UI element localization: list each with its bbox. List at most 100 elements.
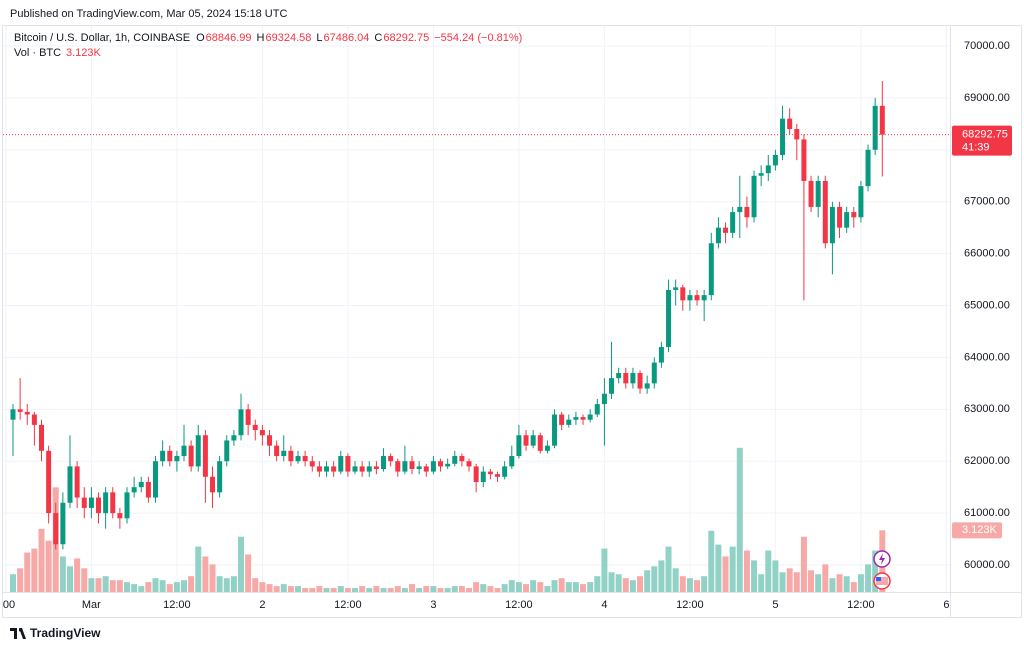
candle-body	[637, 372, 643, 389]
volume-bar	[729, 546, 736, 592]
volume-bar	[800, 536, 807, 592]
candle-body	[537, 435, 543, 451]
volume-bar	[694, 580, 701, 592]
candle-body	[39, 424, 45, 451]
volume-bar	[252, 578, 259, 592]
volume-bar	[857, 574, 864, 592]
volume-bar	[67, 566, 74, 592]
candle-body	[145, 481, 151, 498]
y-tick-label: 70000.00	[964, 40, 1010, 52]
candle-body	[666, 289, 672, 348]
volume-bar	[537, 582, 544, 592]
last-price-tag	[952, 125, 1012, 156]
volume-bar	[387, 588, 394, 592]
candle-body	[388, 456, 394, 462]
volume-bar	[501, 584, 508, 592]
volume-bar	[629, 580, 636, 592]
volume-title: Vol · BTC	[14, 47, 61, 59]
candle-body	[801, 139, 807, 181]
y-tick-label: 62000.00	[964, 455, 1010, 467]
volume-bar	[658, 560, 665, 592]
candle-body	[872, 105, 878, 150]
candle-body	[580, 417, 586, 420]
candle-body	[516, 435, 522, 457]
candle-body	[851, 212, 857, 218]
volume-bar	[686, 578, 693, 592]
volume-bar	[836, 574, 843, 592]
y-tick-label: 60000.00	[964, 559, 1010, 571]
volume-bar	[587, 582, 594, 592]
volume-bar	[152, 578, 159, 592]
ohlc-value: 67486.04	[324, 32, 370, 44]
volume-bar	[10, 574, 17, 592]
candle-body	[630, 372, 636, 384]
candle-body	[138, 481, 144, 488]
volume-bar	[466, 588, 473, 592]
candle-body	[188, 445, 194, 467]
volume-bar	[672, 568, 679, 592]
candle-body	[352, 466, 358, 472]
volume-bar	[829, 578, 836, 592]
volume-bar	[651, 566, 658, 592]
volume-bar	[188, 576, 195, 592]
candle-body	[509, 456, 515, 467]
ohlc-readout: O 68846.99 H 69324.58 L 67486.04 C 68292.75 −554…	[196, 32, 522, 44]
candle-body	[259, 430, 265, 436]
y-tick-label: 65000.00	[964, 299, 1010, 311]
candle-body	[594, 404, 600, 415]
candle-body	[530, 435, 536, 446]
volume-bar	[230, 576, 237, 592]
candle-body	[651, 362, 657, 384]
candle-body	[822, 180, 828, 244]
candle-body	[858, 186, 864, 218]
candle-body	[573, 417, 579, 420]
y-tick-label: 69000.00	[964, 92, 1010, 104]
ohlc-key: L	[316, 32, 322, 44]
volume-bar	[644, 570, 651, 592]
volume-bar	[359, 586, 366, 592]
volume-bar	[551, 580, 558, 592]
volume-bar	[131, 584, 138, 592]
candle-body	[815, 180, 821, 207]
candle-body	[865, 149, 871, 187]
candle-body	[430, 461, 436, 472]
candle-body	[758, 173, 764, 176]
candle-body	[153, 461, 159, 498]
candle-body	[466, 461, 472, 467]
candle-body	[673, 287, 679, 290]
candle-body	[74, 466, 80, 498]
volume-bar	[530, 580, 537, 592]
candle-body	[245, 409, 251, 425]
y-tick-label: 61000.00	[964, 507, 1010, 519]
ohlc-value: 68292.75	[383, 32, 429, 44]
candle-body	[879, 105, 885, 135]
x-tick-label: 3	[430, 599, 436, 611]
x-tick-label: 6	[943, 599, 949, 611]
volume-bar	[451, 586, 458, 592]
volume-bar	[38, 528, 45, 592]
volume-bar	[622, 578, 629, 592]
candle-body	[267, 435, 273, 446]
volume-bar	[380, 588, 387, 592]
candle-body	[452, 456, 458, 464]
candle-body	[231, 435, 237, 441]
volume-bar	[280, 584, 287, 592]
candle-body	[10, 409, 16, 420]
countdown-label: 41:39	[962, 142, 990, 154]
volume-bar	[779, 572, 786, 592]
candle-body	[31, 414, 37, 425]
candle-body	[295, 456, 301, 462]
volume-bar	[373, 586, 380, 592]
volume-bar	[572, 582, 579, 592]
volume-bar	[679, 576, 686, 592]
candle-body	[523, 435, 529, 446]
candle-body	[694, 295, 700, 301]
volume-bar	[423, 586, 430, 592]
candle-body	[17, 409, 23, 412]
event-icon-glyph	[879, 553, 885, 565]
brand-name: TradingView	[30, 626, 101, 640]
volume-bar	[793, 572, 800, 592]
volume-bar	[145, 582, 152, 592]
volume-bar	[209, 564, 216, 592]
